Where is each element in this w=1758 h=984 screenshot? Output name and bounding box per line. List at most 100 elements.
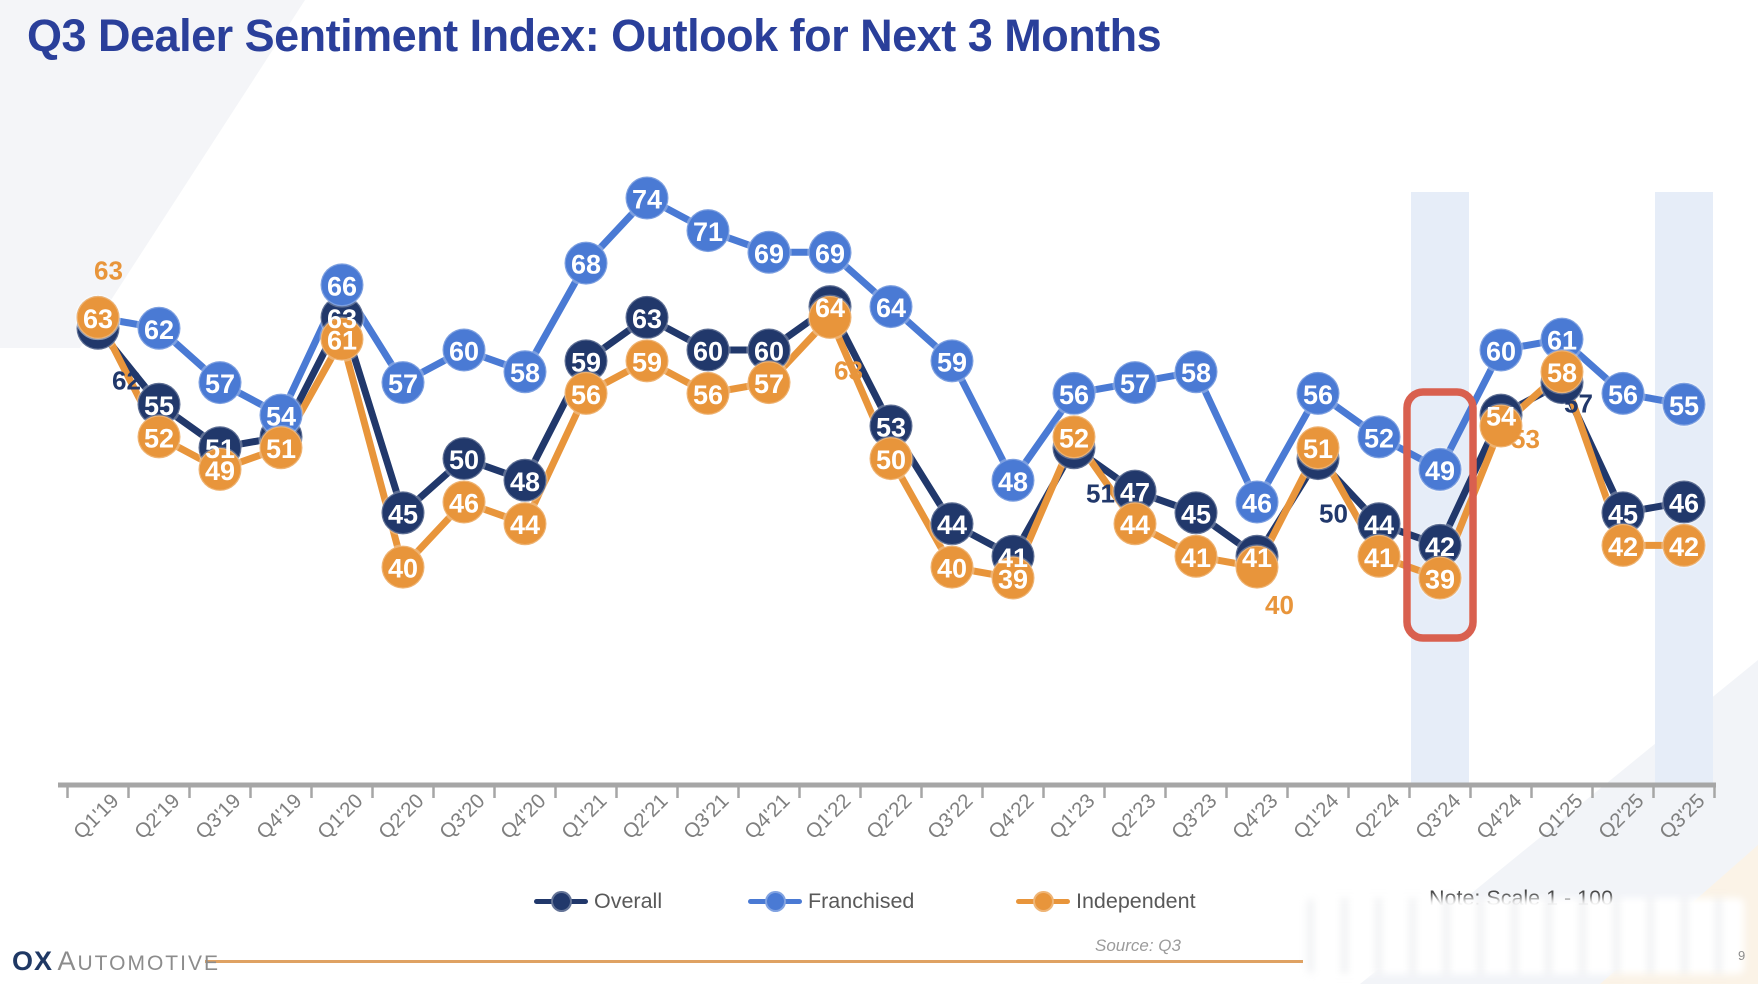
data-label-franchised-Q1-22: 69 (815, 239, 845, 269)
redacted-source-blur (1308, 898, 1744, 974)
data-label-independent-Q4-20: 44 (510, 510, 540, 540)
marker-independent-Q2-21 (624, 338, 670, 384)
data-label-independent-Q2-19: 52 (144, 423, 174, 453)
data-label-independent-Q1-25: 58 (1547, 358, 1577, 388)
marker-independent-Q2-20 (380, 544, 426, 590)
data-label-franchised-Q4-21: 69 (754, 239, 784, 269)
data-label-moved-independent-Q4-23: 40 (1265, 590, 1294, 620)
x-axis-label-Q3-22: Q3'22 (923, 789, 978, 844)
data-label-franchised-Q2-21: 74 (632, 185, 662, 215)
data-label-independent-Q1-20: 61 (327, 326, 357, 356)
marker-franchised-Q1-20 (319, 262, 365, 308)
x-axis-label-Q3-19: Q3'19 (191, 789, 246, 844)
data-label-overall-Q3-21: 60 (693, 336, 723, 366)
data-label-independent-Q3-20: 46 (449, 488, 479, 518)
data-label-moved-independent-Q1-19: 63 (94, 255, 123, 285)
marker-franchised-Q1-24 (1295, 370, 1341, 417)
x-axis-label-Q4-23: Q4'23 (1228, 789, 1283, 844)
data-label-franchised-Q4-19: 54 (266, 402, 296, 432)
data-label-independent-Q4-19: 51 (266, 434, 296, 464)
data-label-independent-Q3-24: 39 (1425, 564, 1455, 594)
page-title: Q3 Dealer Sentiment Index: Outlook for N… (27, 10, 1162, 61)
marker-overall-Q3-22 (929, 500, 975, 547)
marker-franchised-Q3-20 (441, 327, 487, 373)
marker-independent-Q3-20 (441, 479, 487, 525)
x-axis-label-Q1-24: Q1'24 (1289, 789, 1344, 844)
data-label-independent-Q4-22: 39 (998, 564, 1028, 594)
data-label-franchised-Q3-20: 60 (449, 336, 479, 366)
x-axis-label-Q2-20: Q2'20 (374, 789, 429, 844)
data-label-independent-Q2-22: 50 (876, 445, 906, 475)
marker-franchised-Q2-21 (624, 175, 670, 221)
data-label-overall-Q2-22: 53 (876, 412, 906, 442)
data-label-independent-Q1-24: 51 (1303, 434, 1333, 464)
legend-marker-independent-icon (1016, 886, 1070, 916)
data-label-overall-Q2-21: 63 (632, 304, 662, 334)
data-label-overall-Q1-20: 63 (327, 304, 357, 334)
marker-independent-Q2-19 (136, 414, 182, 460)
marker-independent-Q2-25 (1600, 522, 1646, 569)
x-axis-label-Q3-20: Q3'20 (435, 789, 490, 844)
marker-overall-Q3-20 (441, 435, 487, 482)
legend-label-overall: Overall (594, 888, 663, 913)
data-label-franchised-Q4-23: 46 (1242, 488, 1272, 518)
data-label-franchised-Q3-19: 57 (205, 369, 235, 399)
data-label-franchised-Q1-23: 56 (1059, 380, 1089, 410)
legend-marker-franchised-icon (748, 886, 802, 916)
data-label-overall-Q1-22: 64 (815, 293, 845, 323)
x-axis-label-Q1-19: Q1'19 (69, 789, 124, 844)
data-label-overall-Q3-22: 44 (937, 510, 967, 540)
data-label-overall-Q2-24: 44 (1364, 510, 1394, 540)
marker-independent-Q2-24 (1356, 533, 1402, 580)
data-label-independent-Q2-25: 42 (1608, 532, 1638, 562)
marker-independent-Q3-21 (685, 370, 731, 417)
x-axis-label-Q1-21: Q1'21 (557, 789, 612, 844)
marker-franchised-Q3-22 (929, 338, 975, 384)
marker-independent-Q3-22 (929, 544, 975, 590)
marker-overall-Q2-21 (624, 294, 670, 341)
legend-item-independent: Independent (1016, 886, 1196, 916)
data-label-franchised-Q3-21: 71 (693, 217, 723, 247)
data-label-independent-Q1-23: 52 (1059, 423, 1089, 453)
marker-overall-Q3-21 (685, 327, 731, 373)
marker-independent-Q3-19 (197, 446, 243, 493)
marker-franchised-Q3-25 (1661, 381, 1707, 428)
data-label-franchised-Q1-19: 63 (83, 304, 113, 334)
highlight-box-Q3-24 (1403, 388, 1477, 642)
data-label-moved-overall-Q1-25: 57 (1564, 389, 1593, 419)
logo-text-automotive: AUTOMOTIVE (57, 946, 220, 976)
data-label-overall-Q2-23: 47 (1120, 478, 1150, 508)
data-label-overall-Q3-19: 51 (205, 434, 235, 464)
data-label-overall-Q2-25: 45 (1608, 499, 1638, 529)
x-axis-label-Q3-21: Q3'21 (679, 789, 734, 844)
data-label-independent-Q1-21: 56 (571, 380, 601, 410)
marker-independent-Q4-23 (1234, 544, 1280, 590)
data-label-franchised-Q4-22: 48 (998, 467, 1028, 497)
x-axis-label-Q4-19: Q4'19 (252, 789, 307, 844)
data-label-franchised-Q3-23: 58 (1181, 358, 1211, 388)
data-label-franchised-Q2-24: 52 (1364, 423, 1394, 453)
data-label-franchised-Q2-19: 62 (144, 315, 174, 345)
marker-independent-Q1-25 (1539, 348, 1585, 395)
data-label-franchised-Q1-20: 66 (327, 271, 357, 301)
marker-franchised-Q2-19 (136, 305, 182, 352)
marker-overall-Q3-25 (1661, 479, 1707, 525)
data-label-overall-Q1-21: 59 (571, 347, 601, 377)
data-label-independent-Q3-21: 56 (693, 380, 723, 410)
cox-automotive-logo: OX AUTOMOTIVE (12, 946, 220, 977)
marker-independent-Q1-20 (319, 316, 365, 362)
marker-overall-Q4-20 (502, 457, 548, 504)
x-axis-label-Q2-19: Q2'19 (130, 789, 185, 844)
data-label-moved-independent-Q4-24: 53 (1511, 424, 1540, 454)
page-number: 9 (1738, 948, 1746, 963)
x-axis-label-Q2-24: Q2'24 (1350, 789, 1405, 844)
marker-independent-Q4-24 (1478, 403, 1524, 449)
legend: Overall Franchised Independent (0, 884, 1758, 918)
data-label-overall-Q3-25: 46 (1669, 488, 1699, 518)
x-axis-label-Q4-21: Q4'21 (740, 789, 795, 844)
data-label-overall-Q3-20: 50 (449, 445, 479, 475)
data-label-franchised-Q1-21: 68 (571, 250, 601, 280)
data-label-moved-overall-Q1-23: 51 (1086, 479, 1115, 509)
